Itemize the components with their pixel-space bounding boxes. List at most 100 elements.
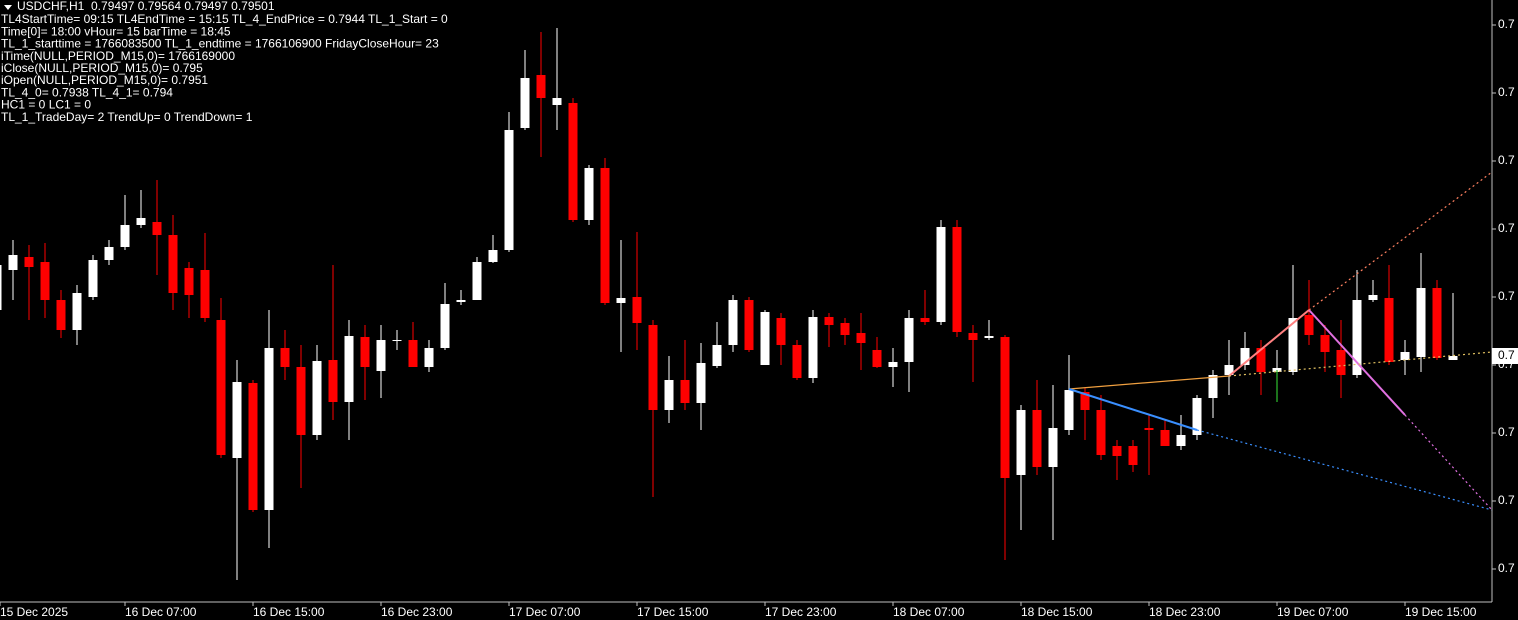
x-tick-label: 16 Dec 07:00 <box>125 605 197 619</box>
candle-body <box>328 360 338 402</box>
candle-body <box>632 297 642 323</box>
candle-body <box>1128 446 1138 465</box>
info-line: iClose(NULL,PERIOD_M15,0)= 0.795 <box>1 61 203 75</box>
candle-body <box>1048 428 1058 467</box>
candle-body <box>1096 410 1106 455</box>
x-tick-label: 17 Dec 07:00 <box>509 605 581 619</box>
candle-body <box>168 235 178 293</box>
info-panel: TL4StartTime= 09:15 TL4EndTime = 15:15 T… <box>1 12 448 124</box>
candle-body <box>1144 428 1154 430</box>
candle-body <box>584 168 594 220</box>
info-line: TL_1_TradeDay= 2 TrendUp= 0 TrendDown= 1 <box>1 110 253 124</box>
candle-body <box>1384 298 1394 362</box>
candle-body <box>1320 335 1330 352</box>
collapse-icon <box>4 5 12 10</box>
info-line: TL_1_starttime = 1766083500 TL_1_endtime… <box>1 37 439 51</box>
candle-body <box>1336 350 1346 375</box>
candle-body <box>712 345 722 366</box>
candle-body <box>56 300 66 330</box>
candle-body <box>920 318 930 322</box>
y-tick-label: 0.7 <box>1498 493 1515 507</box>
candle-body <box>1032 410 1042 467</box>
trend-line <box>1404 414 1493 511</box>
candle-body <box>1064 390 1074 430</box>
candle-body <box>696 363 706 403</box>
candle-body <box>296 367 306 435</box>
candle-body <box>728 300 738 345</box>
candle-body <box>1400 352 1410 360</box>
candle-body <box>1192 398 1202 435</box>
plot-area <box>0 28 1458 580</box>
trend-line <box>1196 429 1493 511</box>
trend-line <box>1308 171 1493 311</box>
info-line: HC1 = 0 LC1 = 0 <box>1 98 91 112</box>
price-label: 0.7 <box>1498 348 1515 362</box>
candle-body <box>360 337 370 367</box>
trend-line <box>1228 309 1310 377</box>
chart-title: USDCHF,H1 0.79497 0.79564 0.79497 0.7950… <box>17 0 275 13</box>
candle-body <box>536 75 546 98</box>
candle-body <box>88 260 98 297</box>
y-tick-label: 0.7 <box>1498 561 1515 575</box>
candle-body <box>760 312 770 365</box>
candle-body <box>1256 348 1266 372</box>
candle-body <box>1160 430 1170 446</box>
candle-body <box>552 98 562 105</box>
info-line: iTime(NULL,PERIOD_M15,0)= 1766169000 <box>1 49 235 63</box>
candle-body <box>952 227 962 332</box>
candle-body <box>24 257 34 267</box>
candle-body <box>376 340 386 371</box>
candle-body <box>280 348 290 367</box>
candle-body <box>408 340 418 367</box>
candle-body <box>856 333 866 343</box>
candle-body <box>936 227 946 322</box>
candle-body <box>392 340 402 341</box>
candle-body <box>568 103 578 220</box>
candle-body <box>664 380 674 410</box>
x-tick-label: 19 Dec 07:00 <box>1277 605 1349 619</box>
candle-body <box>264 348 274 510</box>
candle-body <box>120 225 130 247</box>
trend-line <box>1228 351 1493 377</box>
x-tick-label: 16 Dec 15:00 <box>253 605 325 619</box>
candle-body <box>648 325 658 410</box>
candle-body <box>1240 348 1250 365</box>
x-tick-label: 17 Dec 23:00 <box>765 605 837 619</box>
candle-body <box>312 361 322 435</box>
x-tick-label: 18 Dec 07:00 <box>893 605 965 619</box>
price-label-box <box>1492 348 1518 364</box>
trend-line <box>1308 309 1406 416</box>
x-tick-label: 15 Dec 2025 <box>0 605 68 619</box>
candle-body <box>8 255 18 270</box>
candle-body <box>968 333 978 340</box>
x-tick-label: 18 Dec 23:00 <box>1149 605 1221 619</box>
candle-body <box>616 298 626 303</box>
candle-body <box>808 317 818 378</box>
y-tick-label: 0.7 <box>1498 17 1515 31</box>
candle-body <box>1304 315 1314 335</box>
x-tick-label: 19 Dec 15:00 <box>1405 605 1477 619</box>
y-tick-label: 0.7 <box>1498 85 1515 99</box>
info-line: iOpen(NULL,PERIOD_M15,0)= 0.7951 <box>1 73 208 87</box>
candle-body <box>1000 337 1010 478</box>
candle-body <box>1176 435 1186 446</box>
info-line: TL_4_0= 0.7938 TL_4_1= 0.794 <box>1 85 173 99</box>
candle-body <box>488 250 498 262</box>
candle-body <box>904 318 914 362</box>
candle-body <box>456 300 466 302</box>
candle-body <box>72 293 82 330</box>
candle-body <box>1432 288 1442 358</box>
candle-body <box>1208 375 1218 398</box>
candle-body <box>248 383 258 510</box>
candle-body <box>1416 288 1426 357</box>
y-tick-label: 0.7 <box>1498 425 1515 439</box>
candle-body <box>840 323 850 335</box>
candle-body <box>1352 300 1362 375</box>
candle-body <box>504 130 514 250</box>
info-line: TL4StartTime= 09:15 TL4EndTime = 15:15 T… <box>1 12 448 26</box>
x-tick-label: 17 Dec 15:00 <box>637 605 709 619</box>
candle-body <box>1112 446 1122 456</box>
candle-body <box>344 336 354 402</box>
candle-body <box>744 300 754 350</box>
trend-line <box>1068 388 1198 431</box>
